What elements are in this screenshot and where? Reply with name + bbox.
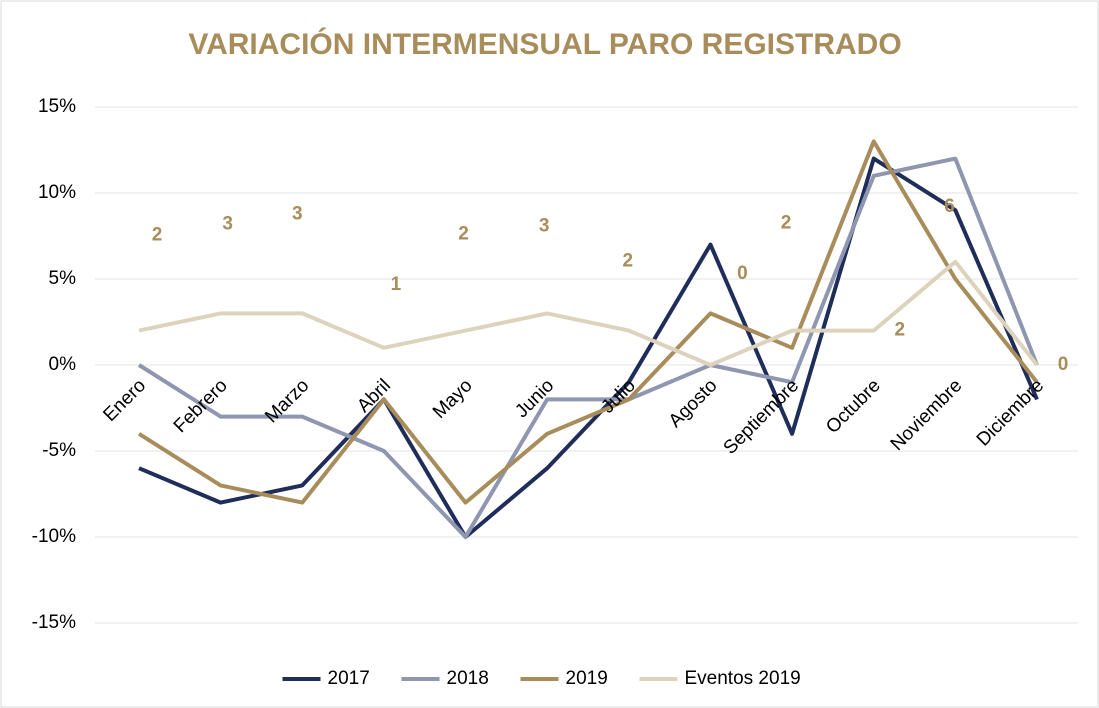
data-label: 0 <box>737 263 748 284</box>
data-label: 2 <box>623 251 634 272</box>
y-tick-label: -15% <box>32 612 76 633</box>
data-label: 2 <box>152 225 163 246</box>
legend-label: Eventos 2019 <box>685 668 801 689</box>
data-label: 3 <box>539 215 550 236</box>
legend-label: 2019 <box>566 668 608 689</box>
y-tick-label: 0% <box>49 354 77 375</box>
y-tick-label: -5% <box>42 440 76 461</box>
data-label: 1 <box>391 274 402 295</box>
series-line <box>137 156 1039 539</box>
data-label: 3 <box>292 203 303 224</box>
chart-title: VARIACIÓN INTERMENSUAL PARO REGISTRADO <box>188 27 901 61</box>
y-tick-label: 15% <box>38 96 76 117</box>
data-label: 2 <box>781 213 792 234</box>
y-tick-label: 5% <box>49 268 77 289</box>
legend-label: 2017 <box>328 668 370 689</box>
data-label: 6 <box>944 196 955 217</box>
series-line <box>137 139 1039 505</box>
data-label: 0 <box>1058 354 1069 375</box>
data-label: 2 <box>458 224 469 245</box>
y-tick-label: 10% <box>38 182 76 203</box>
data-label: 3 <box>222 213 233 234</box>
series-line <box>138 259 1039 367</box>
legend-label: 2018 <box>447 668 489 689</box>
y-tick-label: -10% <box>32 526 76 547</box>
data-label: 2 <box>894 320 905 341</box>
